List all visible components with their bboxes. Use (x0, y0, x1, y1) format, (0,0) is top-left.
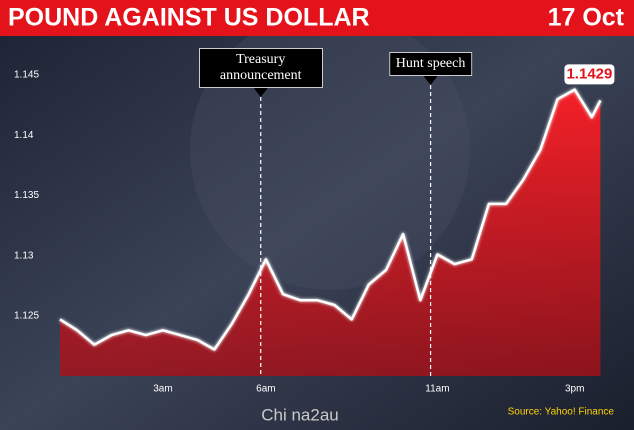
end-label-box (564, 64, 615, 85)
x-tick-label: 11am (425, 384, 449, 395)
title-band (0, 0, 634, 36)
x-tick-label: 3pm (565, 384, 584, 395)
annotation: Hunt speech (388, 52, 473, 76)
end-label: 1.1429 (566, 65, 612, 82)
annotation: Treasury announcement (198, 48, 323, 88)
line (59, 88, 602, 351)
y-tick-label: 1.125 (14, 310, 39, 321)
y-tick-label: 1.14 (14, 130, 34, 141)
annotation-pointer (253, 88, 268, 97)
y-tick-label: 1.13 (14, 250, 34, 261)
watermark: Chi na2au (261, 405, 339, 424)
y-tick-label: 1.135 (14, 190, 39, 201)
area (60, 89, 601, 376)
x-tick-label: 6am (256, 384, 275, 395)
source: Source: Yahoo! Finance (508, 407, 615, 418)
chart-title: POUND AGAINST US DOLLAR (8, 4, 370, 32)
annotation-pointer (423, 76, 438, 85)
x-tick-label: 3am (153, 384, 172, 395)
y-tick-label: 1.145 (14, 70, 39, 81)
date: 17 Oct (548, 4, 625, 32)
